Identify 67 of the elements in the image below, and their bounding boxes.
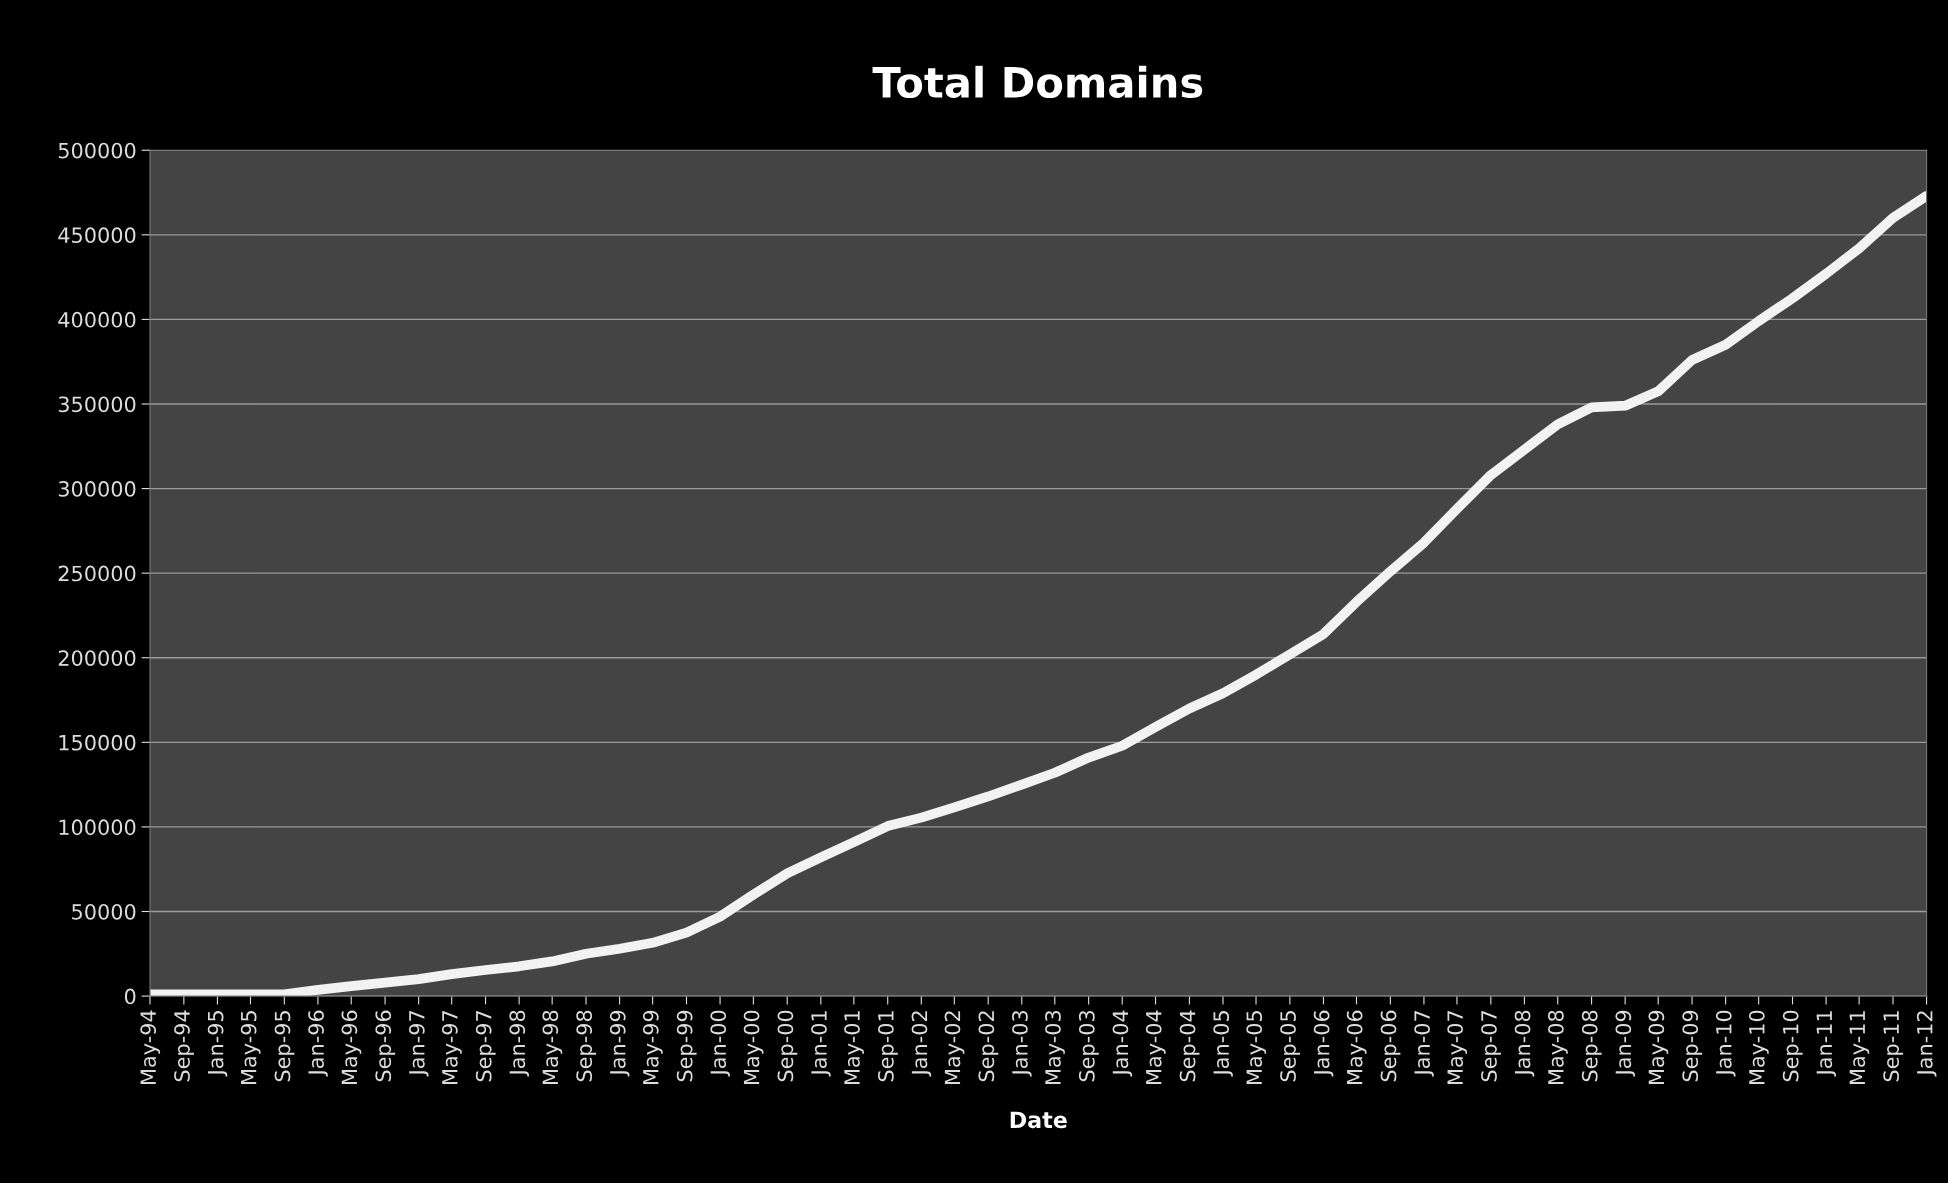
x-tick-label: Jan-04 [1112, 1010, 1133, 1077]
x-tick-label: Jan-11 [1816, 1011, 1837, 1077]
x-tick-label: May-02 [944, 1011, 965, 1084]
x-tick-label: Sep-07 [1481, 1011, 1501, 1082]
x-tick-label: May-09 [1648, 1010, 1669, 1084]
x-tick-label: May-97 [441, 1011, 462, 1084]
x-tick-label: May-03 [1045, 1010, 1065, 1084]
y-tick-label: 250000 [58, 565, 136, 582]
x-tick-label: Jan-05 [1213, 1011, 1233, 1077]
x-tick-label: Jan-97 [408, 1011, 429, 1077]
x-tick-label: Sep-95 [274, 1011, 295, 1082]
x-tick-label: Jan-10 [1715, 1010, 1736, 1077]
y-tick-label: 350000 [58, 396, 136, 413]
x-tick-label: Sep-94 [174, 1010, 194, 1082]
x-tick-label: May-00 [743, 1010, 764, 1084]
x-tick-label: Jan-02 [911, 1011, 932, 1077]
x-tick-label: Jan-98 [509, 1010, 530, 1077]
y-tick-label: 0 [124, 988, 136, 1005]
x-axis-title: Date [1010, 1111, 1067, 1129]
x-tick-label: Jan-00 [710, 1010, 730, 1077]
x-tick-label: Jan-96 [308, 1010, 328, 1077]
x-tick-label: Sep-08 [1581, 1010, 1602, 1082]
x-tick-label: Jan-03 [1012, 1010, 1032, 1077]
x-tick-label: May-06 [1346, 1010, 1367, 1084]
x-tick-label: May-07 [1447, 1011, 1468, 1084]
x-tick-label: May-98 [542, 1010, 563, 1084]
x-tick-label: Sep-05 [1280, 1011, 1300, 1082]
y-tick-label: 300000 [58, 481, 136, 497]
x-tick-label: Jan-06 [1313, 1010, 1334, 1077]
x-tick-label: Sep-11 [1883, 1011, 1904, 1082]
x-tick-label: May-01 [844, 1011, 864, 1084]
x-tick-label: Sep-03 [1078, 1010, 1099, 1082]
x-tick-label: May-08 [1548, 1010, 1568, 1084]
y-tick-label: 200000 [58, 650, 136, 666]
y-tick-label: 450000 [58, 227, 136, 244]
x-tick-label: Jan-99 [609, 1010, 630, 1077]
y-tick-label: 100000 [59, 819, 136, 836]
x-tick-label: Jan-07 [1414, 1011, 1434, 1077]
y-tick-label: 50000 [72, 903, 136, 920]
x-tick-label: Jan-12 [1916, 1011, 1937, 1077]
x-tick-label: May-11 [1849, 1011, 1870, 1084]
x-tick-label: Sep-98 [576, 1010, 597, 1082]
x-tick-label: Sep-02 [978, 1011, 999, 1082]
y-tick-label: 400000 [58, 311, 136, 328]
x-tick-label: May-04 [1145, 1010, 1166, 1084]
y-tick-label: 150000 [59, 734, 136, 751]
x-tick-label: Sep-00 [777, 1010, 798, 1082]
x-tick-label: Sep-99 [676, 1010, 697, 1082]
x-tick-label: Jan-01 [811, 1011, 831, 1077]
x-tick-label: May-10 [1748, 1010, 1769, 1084]
x-tick-label: May-05 [1246, 1011, 1267, 1084]
x-tick-label: Jan-95 [207, 1011, 228, 1077]
x-tick-label: Sep-96 [375, 1010, 396, 1082]
x-tick-label: Sep-01 [878, 1011, 898, 1082]
x-tick-label: Jan-08 [1514, 1010, 1535, 1077]
x-tick-label: Sep-04 [1179, 1010, 1200, 1082]
x-tick-label: Sep-97 [475, 1011, 496, 1082]
y-tick-label: 500000 [58, 142, 136, 159]
x-tick-label: May-95 [240, 1011, 261, 1084]
x-tick-label: Jan-09 [1615, 1010, 1636, 1077]
x-tick-label: Sep-09 [1682, 1010, 1703, 1082]
x-tick-label: Sep-06 [1380, 1010, 1401, 1082]
x-tick-label: Sep-10 [1782, 1010, 1803, 1082]
x-tick-label: May-96 [341, 1010, 362, 1084]
chart-title: Total Domains [872, 65, 1203, 99]
x-tick-label: May-99 [642, 1010, 663, 1084]
x-tick-label: May-94 [140, 1010, 161, 1084]
